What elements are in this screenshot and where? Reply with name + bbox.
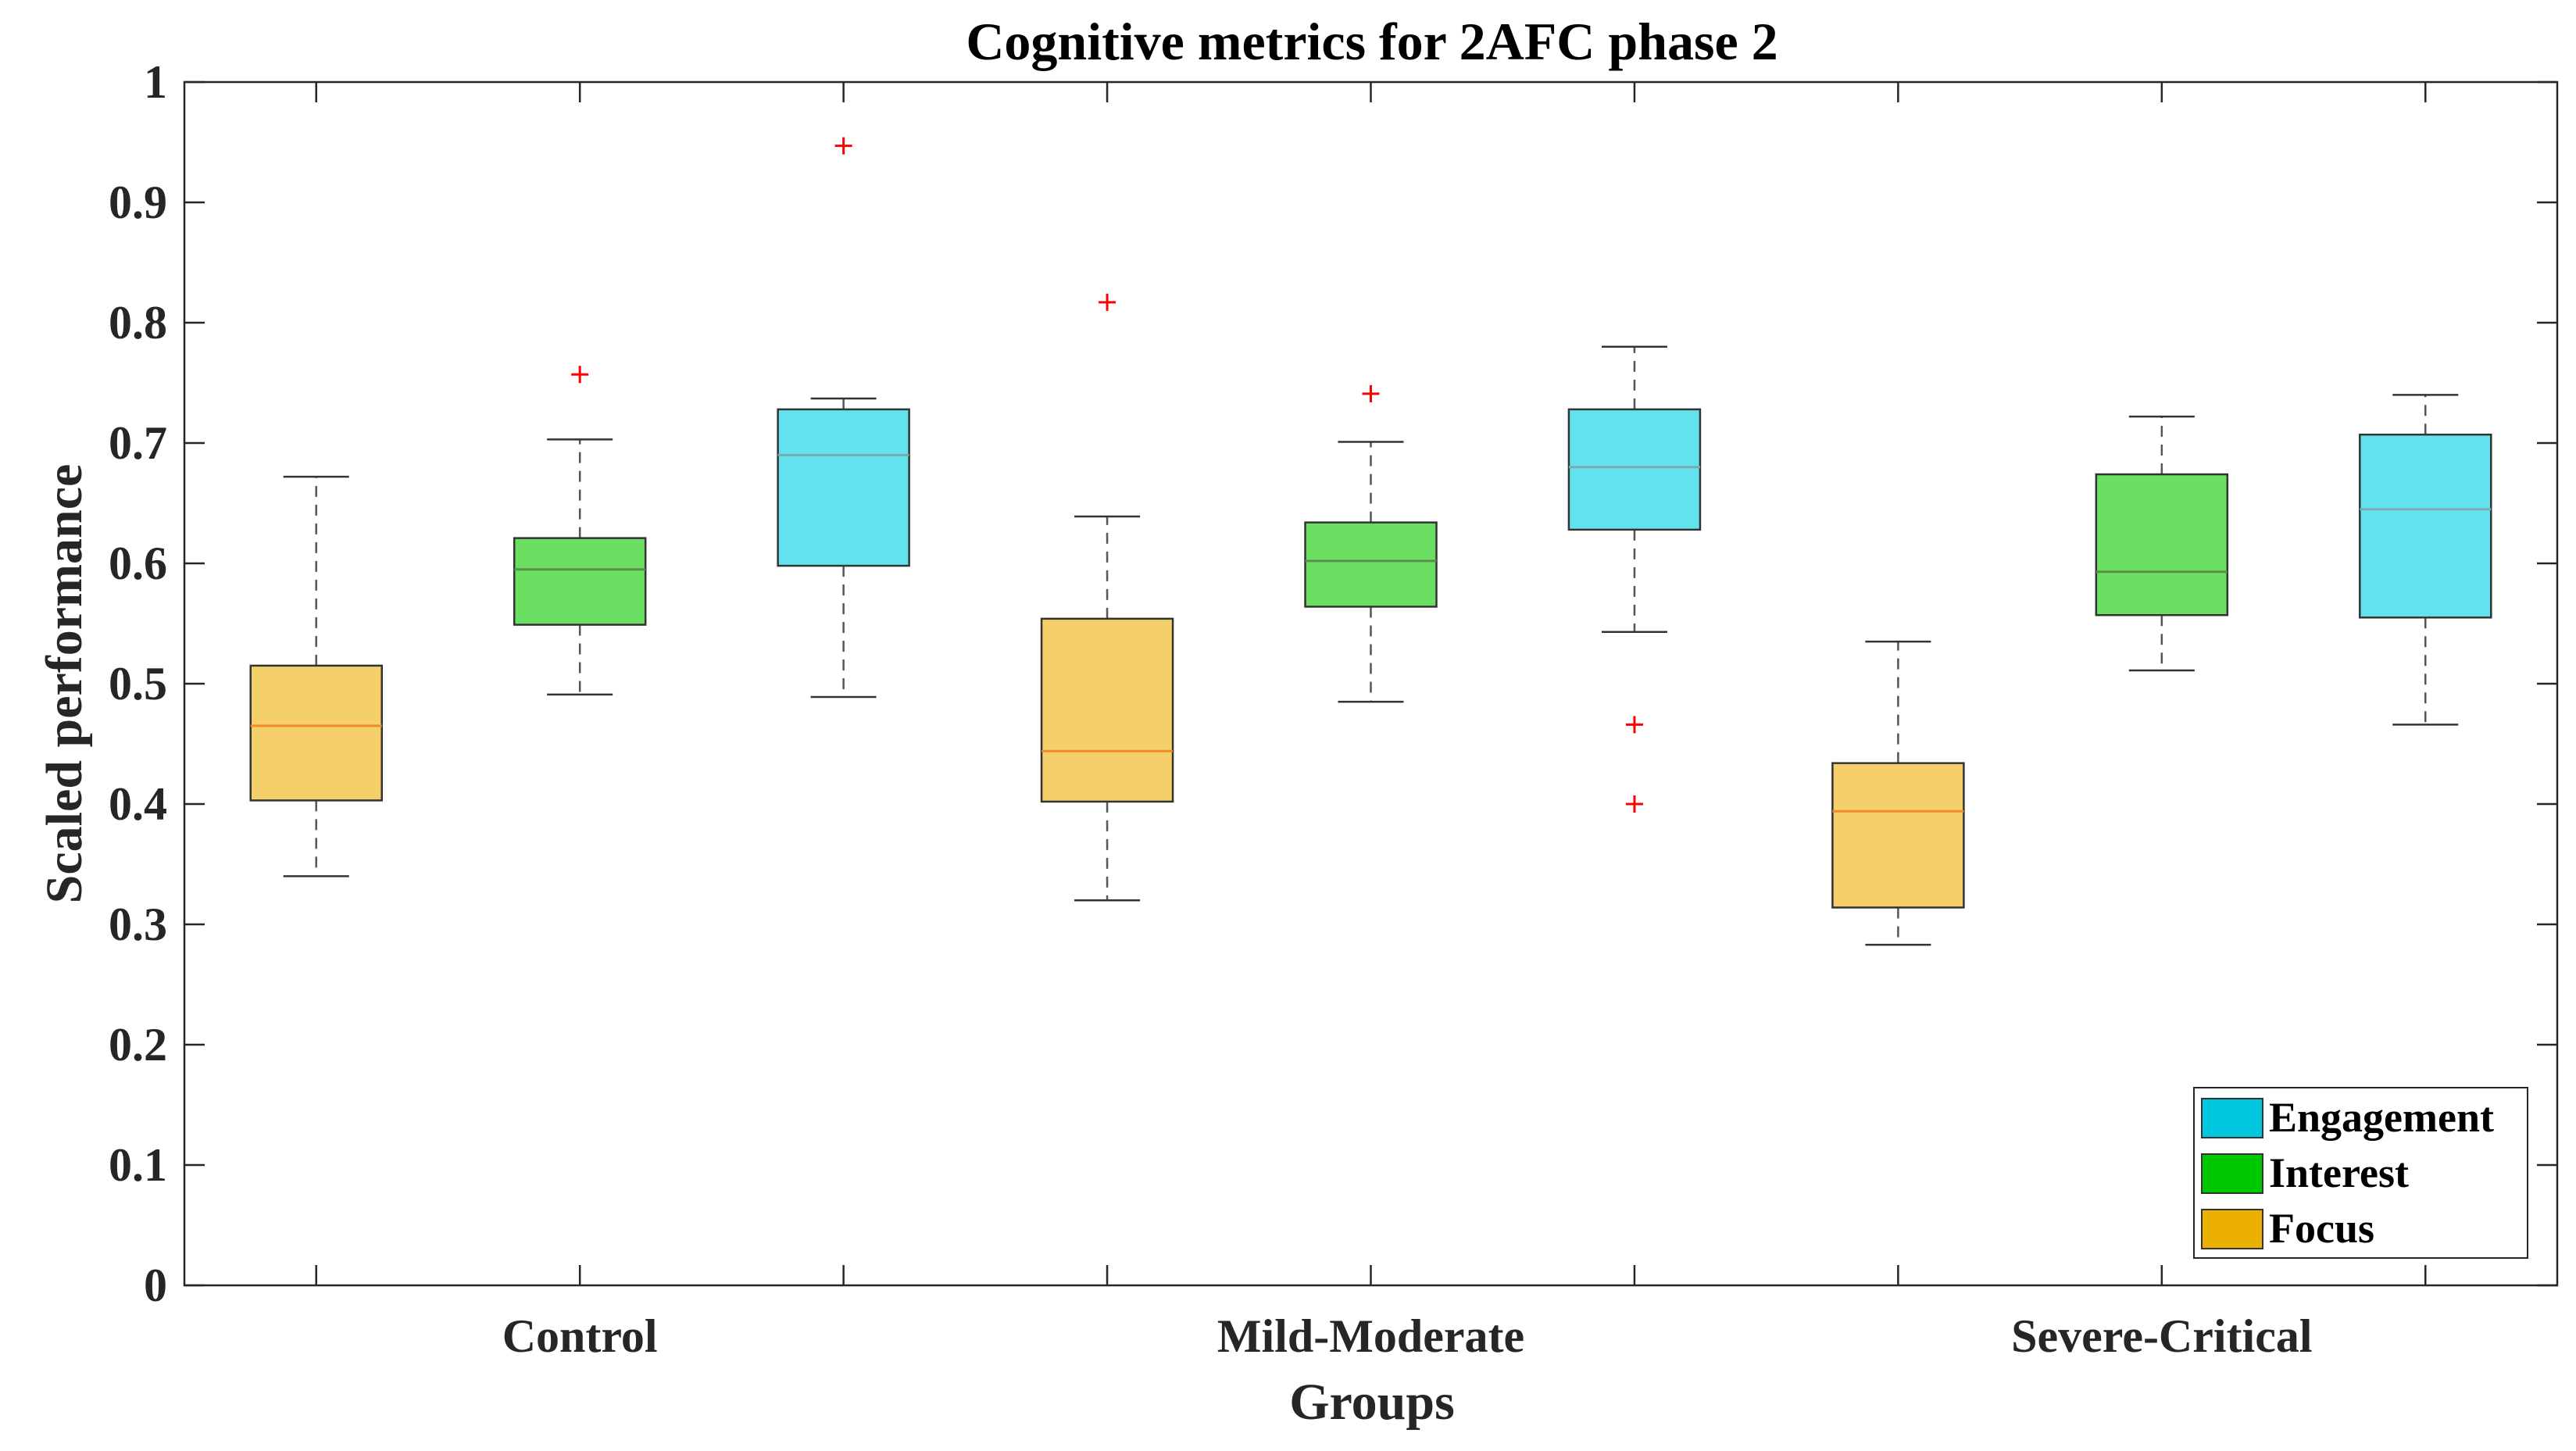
y-tick-label: 0.7 — [109, 417, 167, 469]
legend-label-focus: Focus — [2269, 1205, 2374, 1252]
box-control-focus — [249, 475, 383, 877]
box-control-interest — [513, 366, 647, 696]
box-body — [249, 664, 383, 802]
box-body — [1831, 762, 1965, 909]
box-body — [2095, 473, 2229, 616]
outlier-marker — [1625, 795, 1643, 813]
x-category-label: Mild-Moderate — [1217, 1310, 1524, 1362]
y-tick-label: 0.2 — [109, 1019, 167, 1070]
legend-swatch-interest — [2201, 1153, 2263, 1194]
x-category-label: Severe-Critical — [2011, 1310, 2312, 1362]
outlier-marker — [571, 366, 589, 384]
y-tick-label: 0.6 — [109, 538, 167, 589]
box-body — [1040, 617, 1174, 803]
box-body — [2359, 433, 2492, 619]
legend-swatch-engagement — [2201, 1098, 2263, 1138]
outlier-marker — [834, 137, 852, 155]
box-severe-critical-interest — [2095, 415, 2229, 672]
legend-label-interest: Interest — [2269, 1149, 2409, 1196]
box-severe-critical-focus — [1831, 640, 1965, 946]
box-body — [1567, 408, 1702, 531]
box-mild-moderate-interest — [1304, 384, 1438, 703]
y-axis-label: Scaled performance — [36, 464, 93, 904]
y-tick-label: 0.5 — [109, 658, 167, 709]
box-body — [513, 537, 647, 626]
box-severe-critical-engagement — [2359, 394, 2492, 726]
box-mild-moderate-focus — [1040, 293, 1174, 902]
y-tick-label: 0.3 — [109, 899, 167, 950]
outlier-marker — [1362, 384, 1380, 402]
box-body — [1304, 521, 1438, 608]
box-body — [777, 408, 910, 567]
y-tick-label: 0.1 — [109, 1139, 167, 1191]
box-control-engagement — [777, 137, 910, 699]
y-tick-label: 0.4 — [109, 778, 167, 830]
y-tick-label: 0 — [144, 1260, 167, 1311]
chart-title: Cognitive metrics for 2AFC phase 2 — [966, 12, 1777, 71]
outlier-marker — [1099, 293, 1117, 311]
y-tick-label: 1 — [144, 56, 167, 108]
legend: Engagement Interest Focus — [2193, 1087, 2528, 1259]
y-tick-label: 0.8 — [109, 297, 167, 348]
legend-label-engagement: Engagement — [2269, 1094, 2494, 1141]
x-axis-label: Groups — [1289, 1374, 1455, 1431]
x-category-label: Control — [502, 1310, 658, 1362]
box-mild-moderate-engagement — [1567, 345, 1702, 813]
plot-area: 0 0.1 0.2 0.3 0.4 0.5 0.6 0.7 0.8 0.9 1 Control Mild… — [109, 56, 2559, 1362]
y-tick-label: 0.9 — [109, 177, 167, 228]
outlier-marker — [1625, 716, 1643, 734]
legend-swatch-focus — [2201, 1209, 2263, 1249]
